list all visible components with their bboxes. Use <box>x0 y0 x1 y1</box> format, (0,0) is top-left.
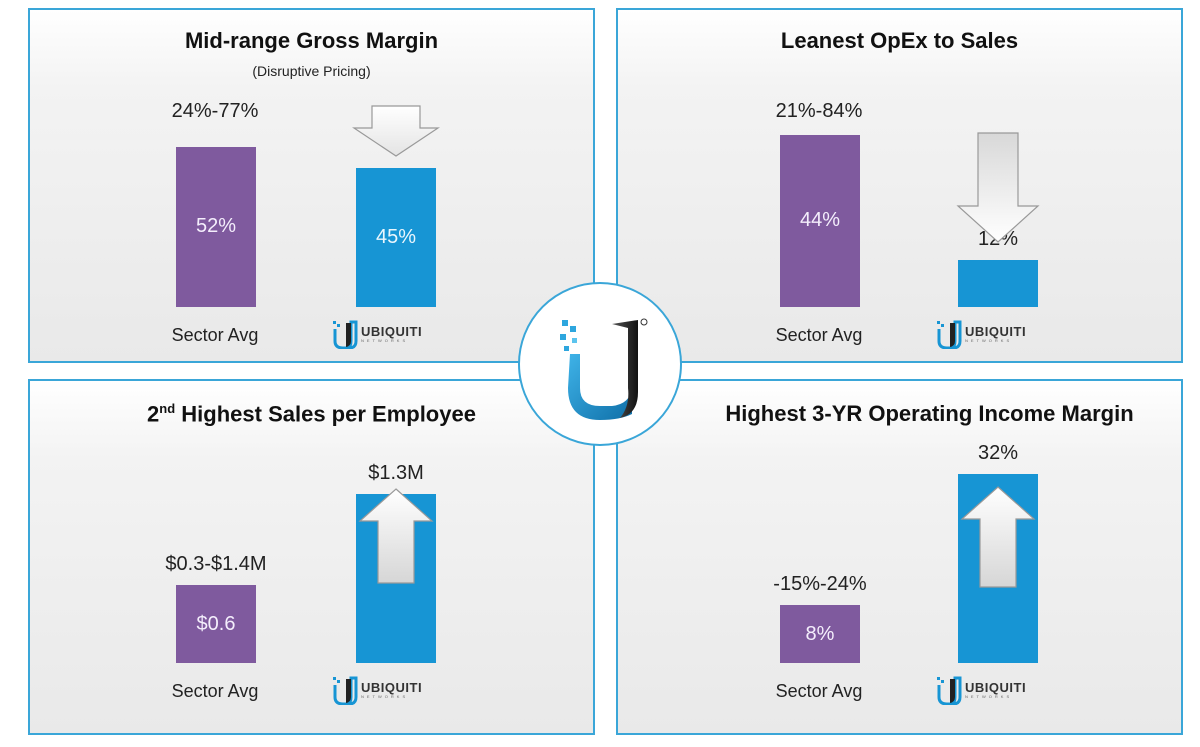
logo-text: UBIQUITI <box>361 324 423 339</box>
sector-range-label: 21%-84% <box>775 100 863 122</box>
panel-gross-margin: Mid-range Gross Margin (Disruptive Prici… <box>28 8 595 363</box>
panel-title: Leanest OpEx to Sales <box>780 28 1019 53</box>
ubiquiti-u-icon <box>333 676 358 705</box>
logo-subtext: NETWORKS <box>361 694 409 699</box>
panel-sales-per-employee: 2nd Highest Sales per Employee $0.6 $0.3… <box>28 379 595 735</box>
bar-sector-avg: $0.6 <box>176 585 256 663</box>
ubiquiti-u-icon <box>333 320 358 349</box>
category-label-sector: Sector Avg <box>775 325 863 345</box>
panel-title: 2nd Highest Sales per Employee <box>30 401 593 427</box>
bar-value-label: 45% <box>375 226 417 249</box>
center-logo-badge <box>518 282 682 446</box>
panel-operating-income-margin: Highest 3-YR Operating Income Margin 8% … <box>616 379 1183 735</box>
down-arrow-icon <box>352 105 440 157</box>
logo-text: UBIQUITI <box>965 680 1027 695</box>
title-ordinal-suffix: nd <box>159 401 176 416</box>
sector-range-label: 24%-77% <box>171 100 259 122</box>
ubiquiti-u-icon <box>937 320 962 349</box>
bar-sector-avg: 52% <box>176 146 256 307</box>
up-arrow-icon <box>358 488 434 584</box>
category-label-sector: Sector Avg <box>171 681 259 701</box>
logo-subtext: NETWORKS <box>965 338 1013 343</box>
category-label-sector: Sector Avg <box>171 325 259 345</box>
ubiquiti-value-label: $1.3M <box>368 462 424 484</box>
panel-title: Highest 3-YR Operating Income Margin <box>725 401 1134 426</box>
bar-ubiquiti <box>958 260 1038 307</box>
bar-sector-avg: 44% <box>780 134 860 307</box>
bar-value-label: 44% <box>799 209 841 232</box>
logo-subtext: NETWORKS <box>361 338 409 343</box>
sector-range-label: -15%-24% <box>773 573 867 595</box>
ubiquiti-value-label: 32% <box>977 442 1019 465</box>
bar-value-label: 52% <box>195 215 237 238</box>
ubiquiti-logo: UBIQUITI NETWORKS <box>332 317 422 351</box>
bar-ubiquiti: 45% <box>356 168 436 307</box>
ubiquiti-logo: UBIQUITI NETWORKS <box>332 673 422 707</box>
bar-sector-avg: 8% <box>780 605 860 663</box>
ubiquiti-logo: UBIQUITI NETWORKS <box>936 317 1026 351</box>
logo-subtext: NETWORKS <box>965 694 1013 699</box>
title-rest: Highest Sales per Employee <box>175 401 476 427</box>
down-arrow-icon <box>956 132 1040 243</box>
logo-text: UBIQUITI <box>965 324 1027 339</box>
ubiquiti-u-icon <box>560 318 648 420</box>
category-label-sector: Sector Avg <box>775 681 863 701</box>
bar-value-label: 8% <box>805 622 835 645</box>
bar-value-label: $0.6 <box>196 612 236 635</box>
panel-subtitle: (Disruptive Pricing) <box>252 63 371 79</box>
panel-title: Mid-range Gross Margin <box>184 28 439 53</box>
up-arrow-icon <box>960 486 1036 588</box>
sector-range-label: $0.3-$1.4M <box>165 553 267 575</box>
panel-opex-to-sales: Leanest OpEx to Sales 21%-84% 44% 12% Se… <box>616 8 1183 363</box>
ubiquiti-u-icon <box>937 676 962 705</box>
ubiquiti-logo: UBIQUITI NETWORKS <box>936 673 1026 707</box>
title-ordinal: 2 <box>147 401 160 427</box>
logo-text: UBIQUITI <box>361 680 423 695</box>
